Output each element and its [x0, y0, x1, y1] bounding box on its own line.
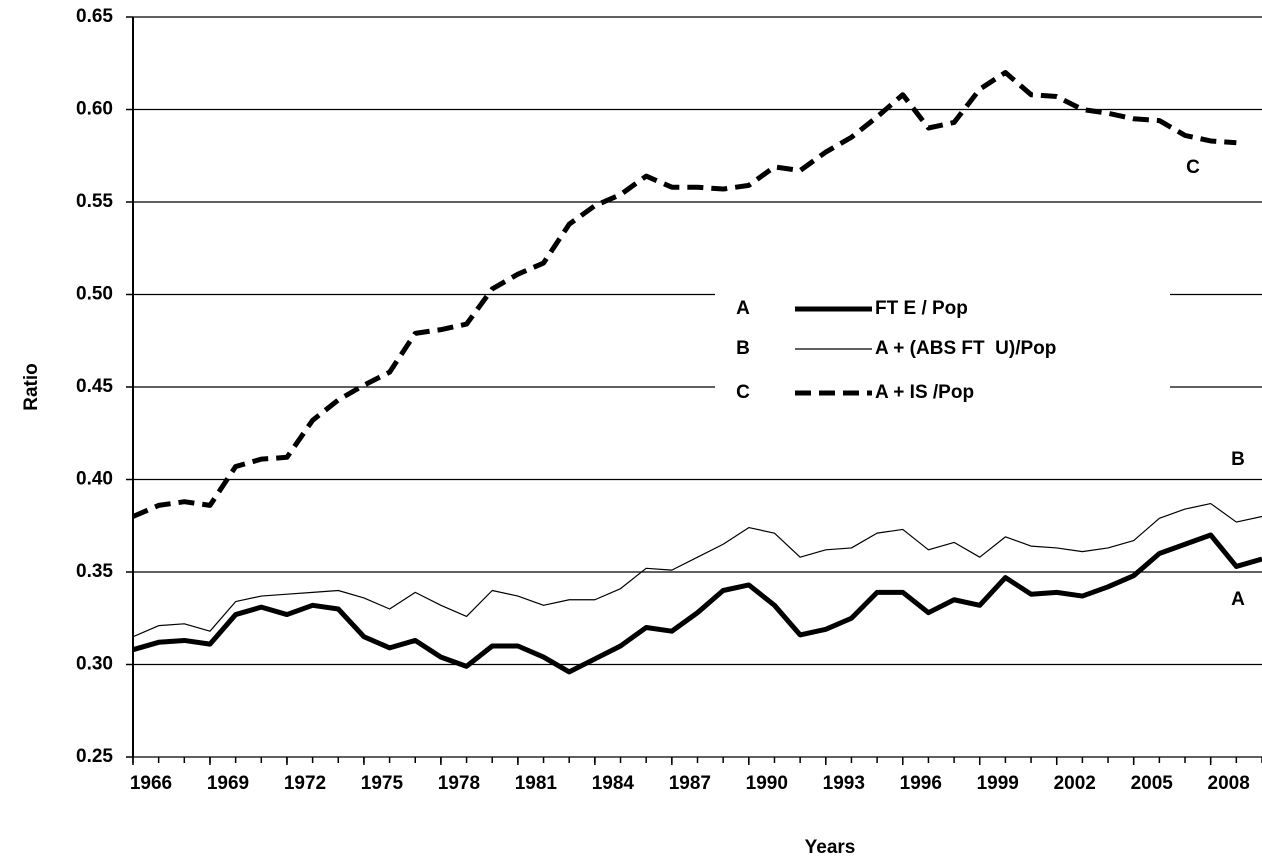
x-tick-label: 2008: [1208, 773, 1250, 794]
legend-label: FT E / Pop: [875, 298, 968, 319]
series-end-label: A: [1231, 589, 1245, 610]
x-tick-label: 1981: [515, 773, 558, 794]
y-tick-label: 0.35: [76, 561, 113, 582]
x-tick-label: 1999: [977, 773, 1019, 794]
x-axis-title: Years: [805, 837, 856, 858]
x-tick-label: 1984: [592, 773, 635, 794]
x-tick-label: 1996: [900, 773, 942, 794]
legend-box: [715, 285, 1170, 410]
y-tick-label: 0.30: [76, 654, 113, 675]
y-axis-title: Ratio: [21, 363, 42, 411]
x-tick-label: 1966: [130, 773, 172, 794]
x-tick-label: 1975: [361, 773, 404, 794]
y-tick-label: 0.40: [76, 469, 113, 490]
legend-letter: B: [736, 338, 750, 359]
series-line: [132, 532, 1262, 675]
y-tick-label: 0.60: [76, 99, 113, 120]
y-tick-label: 0.65: [76, 6, 113, 27]
x-tick-label: 1978: [438, 773, 480, 794]
y-tick-label: 0.45: [76, 376, 113, 397]
legend-label: A + (ABS FT U)/Pop: [875, 338, 1056, 359]
x-tick-label: 1972: [284, 773, 326, 794]
x-tick-label: 1987: [669, 773, 711, 794]
y-tick-label: 0.55: [76, 191, 113, 212]
legend-letter: A: [736, 298, 750, 319]
x-tick-label: 2002: [1054, 773, 1096, 794]
x-tick-label: 2005: [1131, 773, 1174, 794]
x-tick-label: 1969: [207, 773, 249, 794]
series-line: [132, 70, 1237, 519]
series-line: [132, 502, 1262, 638]
y-tick-label: 0.50: [76, 284, 113, 305]
series-end-label: B: [1231, 449, 1245, 470]
legend-letter: C: [736, 382, 750, 403]
y-tick-label: 0.25: [76, 746, 113, 767]
series-end-label: C: [1186, 157, 1200, 178]
x-tick-label: 1993: [823, 773, 865, 794]
x-tick-label: 1990: [746, 773, 788, 794]
legend-label: A + IS /Pop: [875, 382, 974, 403]
